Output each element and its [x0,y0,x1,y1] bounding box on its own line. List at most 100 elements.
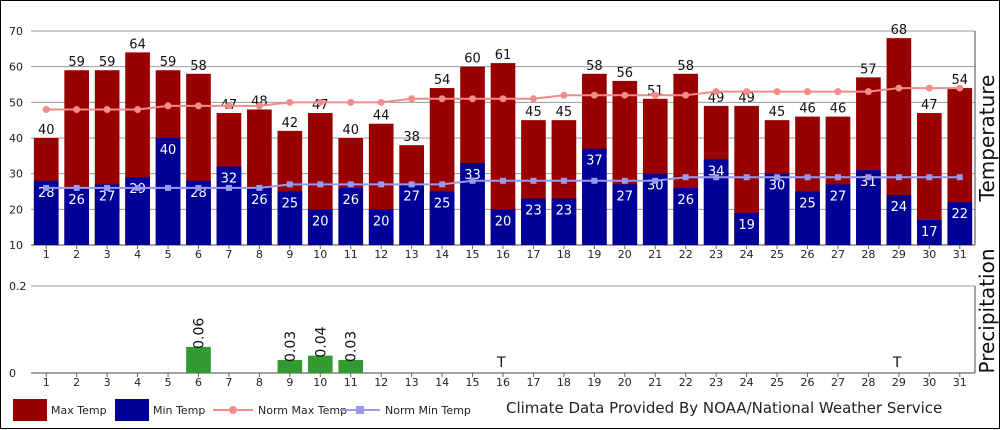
min-temp-value-label: 28 [38,186,55,201]
norm-max-temp-point [743,88,751,96]
precip-x-tick-label: 10 [313,376,327,389]
data-credit: Climate Data Provided By NOAA/National W… [506,399,943,417]
precip-bar [307,355,333,373]
max-temp-value-label: 56 [617,66,634,81]
norm-min-temp-point [591,177,598,184]
norm-min-temp-point [73,184,80,191]
precip-value-label: 0.03 [344,331,360,362]
min-temp-bar [521,198,546,245]
norm-min-temp-point [439,181,446,188]
norm-max-temp-point [377,98,385,106]
norm-max-temp-point [469,95,477,103]
min-temp-bar [825,184,851,245]
min-temp-value-label: 30 [769,179,786,194]
max-temp-value-label: 58 [190,59,207,74]
temp-x-tick-label: 3 [104,248,111,261]
legend-item-max-temp: Max Temp [13,397,107,423]
min-temp-bar [155,138,181,245]
precip-x-tick-label: 1 [43,376,50,389]
max-temp-swatch [13,399,47,421]
max-temp-value-label: 54 [952,73,969,88]
norm-min-temp-point [408,181,415,188]
temp-x-tick-label: 24 [740,248,754,261]
max-temp-value-label: 49 [708,91,725,106]
temp-x-tick-label: 23 [709,248,723,261]
temp-x-tick-label: 6 [195,248,202,261]
norm-max-temp-point [895,84,903,92]
norm-max-temp-point [286,98,294,106]
max-temp-value-label: 61 [495,48,512,63]
min-temp-value-label: 26 [342,193,359,208]
legend-label-norm-max-temp: Norm Max Temp [258,403,348,417]
temp-x-tick-label: 5 [165,248,172,261]
precip-x-tick-label: 8 [256,376,263,389]
min-temp-bar [886,195,912,245]
min-temp-value-label: 40 [160,143,177,158]
min-temp-value-label: 25 [282,197,299,212]
norm-min-temp-point [804,174,811,181]
precip-x-tick-label: 22 [679,376,693,389]
max-temp-value-label: 64 [129,37,146,52]
norm-min-temp-point [286,181,293,188]
norm-min-temp-point [865,174,872,181]
max-temp-value-label: 60 [464,52,481,67]
min-temp-value-label: 32 [221,172,238,187]
temp-x-tick-label: 27 [831,248,845,261]
temp-x-tick-label: 10 [313,248,327,261]
norm-max-temp-point [651,91,659,99]
min-temp-bar [94,184,120,245]
min-temp-value-label: 26 [68,193,85,208]
min-temp-bar [307,209,333,245]
min-temp-bar [703,159,729,245]
precip-x-tick-label: 21 [648,376,662,389]
norm-min-temp-point [378,181,385,188]
min-temp-value-label: 27 [403,189,420,204]
precip-x-tick-label: 24 [740,376,754,389]
temp-x-tick-label: 12 [374,248,388,261]
max-temp-value-label: 45 [556,105,573,120]
norm-min-temp-point [530,177,537,184]
min-temp-value-label: 25 [799,197,816,212]
min-temp-bar [551,198,577,245]
max-temp-value-label: 40 [342,123,359,138]
max-temp-value-label: 46 [830,102,847,117]
precip-value-label: 0.03 [283,331,299,362]
norm-max-temp-swatch [213,404,253,416]
temp-x-tick-label: 26 [801,248,815,261]
min-temp-swatch [115,399,149,421]
temp-x-tick-label: 17 [526,248,540,261]
norm-min-temp-point [195,184,202,191]
precip-value-label: 0.06 [191,318,207,349]
temp-y-tick-label: 10 [9,239,23,252]
temp-x-tick-label: 11 [344,248,358,261]
norm-min-temp-point [165,184,172,191]
precip-x-tick-label: 3 [104,376,111,389]
precip-x-tick-label: 7 [225,376,232,389]
temp-x-tick-label: 19 [587,248,601,261]
precip-x-tick-label: 15 [466,376,480,389]
norm-max-temp-point [773,88,781,96]
norm-min-temp-point [104,184,111,191]
min-temp-bar [795,191,820,245]
max-temp-value-label: 38 [403,130,420,145]
precip-x-tick-label: 9 [286,376,293,389]
min-temp-bar [764,173,790,245]
temp-x-tick-label: 4 [134,248,141,261]
norm-max-temp-point [529,95,537,103]
min-temp-bar [856,170,881,245]
norm-min-temp-point [43,184,50,191]
min-temp-bar [947,202,973,245]
temp-x-tick-label: 30 [922,248,936,261]
max-temp-value-label: 54 [434,73,451,88]
temp-x-tick-label: 8 [256,248,263,261]
min-temp-bar [582,148,607,245]
norm-max-temp-point [316,98,324,106]
temp-x-tick-label: 9 [286,248,293,261]
min-temp-value-label: 20 [312,214,329,229]
max-temp-value-label: 59 [99,55,116,70]
precip-x-tick-label: 2 [73,376,80,389]
precip-axis-title: Precipitation [975,248,999,373]
min-temp-bar [64,187,90,245]
max-temp-value-label: 46 [799,102,816,117]
temp-y-tick-label: 50 [9,96,23,109]
